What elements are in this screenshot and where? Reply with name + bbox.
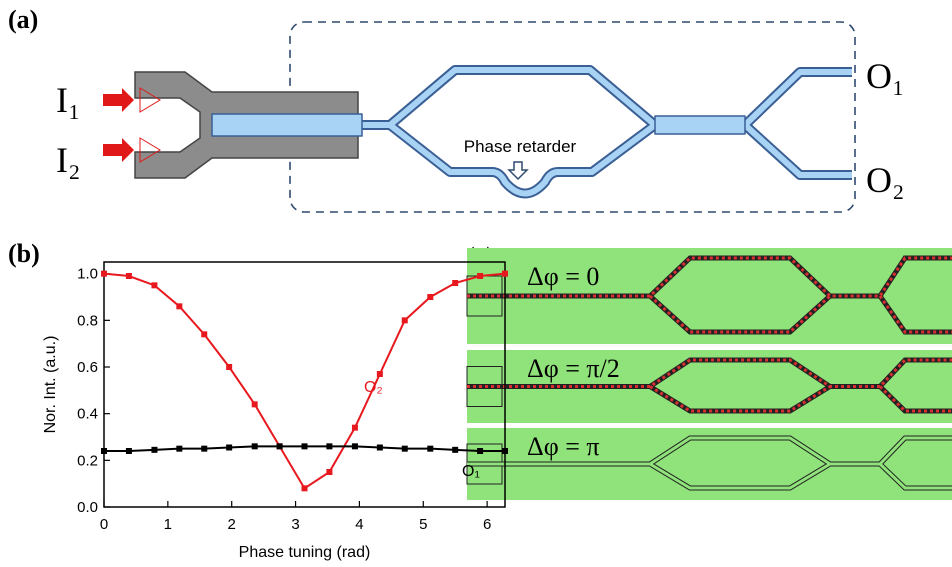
x-tick-label: 5 [419,516,427,533]
input-label: I₂ [56,140,81,180]
marker [326,469,333,475]
marker [427,445,434,452]
marker [251,443,258,450]
marker [251,401,258,408]
y-tick-label: 0.0 [77,499,98,516]
marker [125,448,132,454]
x-tick-label: 4 [355,516,363,533]
marker [452,280,459,286]
marker [101,448,107,454]
marker [101,270,107,277]
marker [502,448,508,454]
marker [301,485,308,492]
series-line [103,272,506,490]
y-axis-label: Nor. Int. (a.u.) [42,336,59,434]
marker [502,270,508,277]
series-label: O₁ [462,463,480,480]
input-arrows [103,87,161,163]
panel-label: (b) [8,239,40,268]
marker [201,331,208,338]
y-tick-label: 0.2 [77,452,98,469]
marker [276,443,283,450]
input-label: I₁ [56,80,81,120]
x-tick-label: 2 [228,516,236,533]
waveguide-core [467,256,952,334]
marker [151,282,158,289]
marker [125,273,132,279]
marker [151,446,158,453]
x-tick-label: 6 [483,516,491,533]
waveguide-core [467,436,952,490]
case-label: Δφ = 0 [527,262,599,291]
marker [176,303,183,310]
marker [201,445,208,452]
retarder-arrow [507,161,529,181]
marker [376,371,383,377]
case-label: Δφ = π/2 [527,354,620,383]
marker [226,364,233,370]
marker [401,445,408,452]
y-tick-label: 0.4 [77,406,98,423]
marker [326,443,333,450]
plot-frame [103,261,506,508]
marker [351,424,358,431]
y-tick-label: 1.0 [77,266,98,283]
marker [176,445,183,452]
marker [477,273,484,279]
marker [301,443,308,450]
marker [351,443,358,450]
panel-label: (a) [8,5,38,34]
x-tick-label: 0 [100,516,108,533]
x-tick-label: 1 [164,516,172,533]
x-tick-label: 3 [291,516,299,533]
marker [376,444,383,451]
marker [452,446,459,453]
waveguide [211,65,852,199]
output-label: O₂ [866,160,905,200]
x-axis-label: Phase tuning (rad) [239,544,371,561]
series-label: O₂ [364,379,383,396]
dashed-box [289,21,856,213]
y-tick-label: 0.8 [77,312,98,329]
annotation: Phase retarder [464,137,577,156]
marker [477,448,484,454]
case-label: Δφ = π [527,432,600,461]
waveguide-core [467,358,952,413]
output-label: O₁ [866,56,905,96]
marker [427,294,434,300]
marker [401,317,408,324]
chart: (b) 0 1 2 3 4 5 6 0.0 0.2 0.4 0.6 0.8 1.0 Phase tuning… [8,239,508,561]
marker [226,444,233,451]
simulation-panels: Δφ = 0 Δφ = π/2 Δφ = π [466,248,952,500]
y-tick-label: 0.6 [77,359,98,376]
